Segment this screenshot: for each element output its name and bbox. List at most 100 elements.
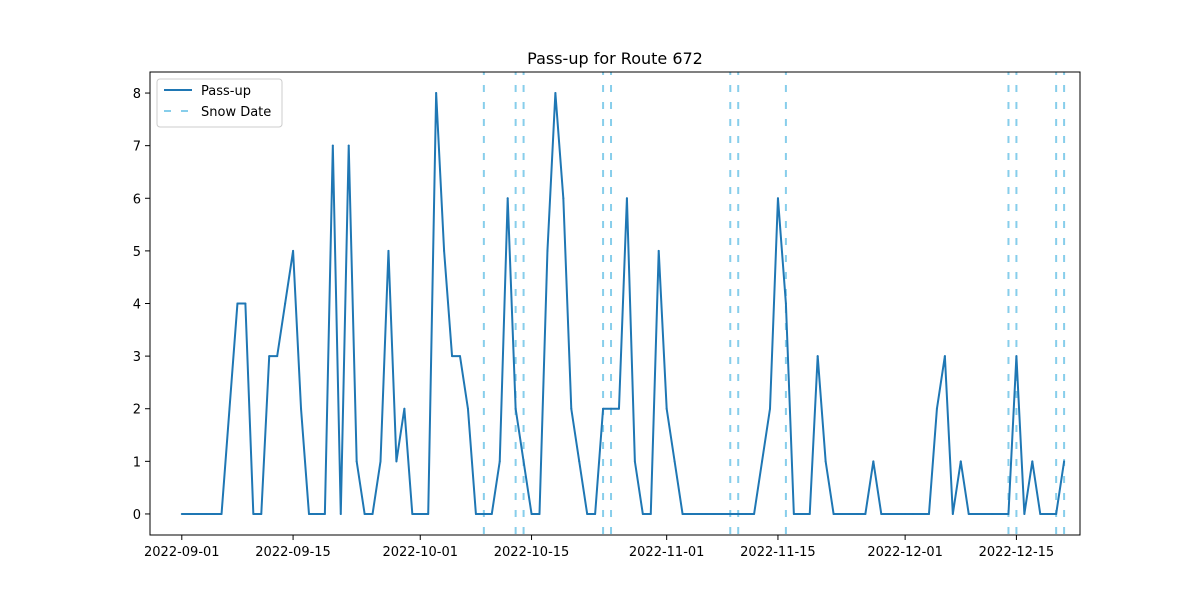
data-point: [387, 249, 390, 252]
data-point: [753, 512, 756, 515]
data-point: [212, 512, 215, 515]
data-point: [816, 355, 819, 358]
data-point: [474, 512, 477, 515]
data-point: [705, 512, 708, 515]
data-point: [840, 512, 843, 515]
data-point: [737, 512, 740, 515]
data-point: [896, 512, 899, 515]
x-tick-label: 2022-12-15: [979, 545, 1055, 560]
data-point: [466, 407, 469, 410]
data-point: [1039, 512, 1042, 515]
data-point: [506, 197, 509, 200]
data-point: [379, 460, 382, 463]
chart-title: Pass-up for Route 672: [527, 49, 703, 68]
data-point: [443, 249, 446, 252]
data-point: [912, 512, 915, 515]
data-point: [530, 512, 533, 515]
data-point: [888, 512, 891, 515]
data-point: [745, 512, 748, 515]
x-axis: 2022-09-01 2022-09-15 2022-10-01 2022-10-15…: [144, 535, 1054, 560]
data-point: [363, 512, 366, 515]
y-tick-label: 3: [133, 350, 141, 365]
data-point: [419, 512, 422, 515]
data-point: [284, 302, 287, 305]
data-point: [1015, 355, 1018, 358]
data-point: [721, 512, 724, 515]
data-point: [808, 512, 811, 515]
data-point: [784, 302, 787, 305]
data-point: [586, 512, 589, 515]
data-point: [315, 512, 318, 515]
data-point: [983, 512, 986, 515]
data-point: [713, 512, 716, 515]
data-point: [188, 512, 191, 515]
data-point: [832, 512, 835, 515]
y-tick-label: 0: [133, 508, 141, 523]
data-point: [395, 460, 398, 463]
data-point: [1023, 512, 1026, 515]
data-point: [252, 512, 255, 515]
data-point: [292, 249, 295, 252]
data-point: [1063, 460, 1066, 463]
data-point: [920, 512, 923, 515]
data-point: [776, 197, 779, 200]
data-point: [403, 407, 406, 410]
data-point: [522, 460, 525, 463]
data-point: [856, 512, 859, 515]
legend: Pass-up Snow Date: [156, 78, 283, 128]
data-point: [307, 512, 310, 515]
data-point: [665, 407, 668, 410]
data-point: [641, 512, 644, 515]
data-point: [1031, 460, 1034, 463]
data-point: [697, 512, 700, 515]
y-tick-label: 8: [133, 87, 141, 102]
data-point: [490, 512, 493, 515]
y-tick-label: 4: [133, 298, 141, 313]
data-point: [260, 512, 263, 515]
x-tick-label: 2022-11-15: [740, 545, 816, 560]
y-tick-label: 6: [133, 192, 141, 207]
data-point: [594, 512, 597, 515]
data-point: [681, 512, 684, 515]
data-point: [459, 355, 461, 358]
y-tick-label: 5: [133, 245, 141, 260]
data-point: [220, 512, 223, 515]
y-tick-label: 7: [133, 140, 141, 155]
y-tick-label: 1: [133, 455, 141, 470]
x-tick-label: 2022-11-01: [629, 545, 705, 560]
data-point: [610, 407, 613, 410]
data-point: [880, 512, 883, 515]
data-point: [927, 512, 930, 515]
data-point: [800, 512, 803, 515]
data-point: [562, 197, 565, 200]
plot-area-frame: [149, 71, 1081, 536]
data-point: [689, 512, 692, 515]
data-point: [435, 92, 438, 95]
legend-label-pass-up: Pass-up: [201, 84, 251, 99]
data-point: [323, 512, 326, 515]
data-point: [864, 512, 867, 515]
data-point: [951, 512, 954, 515]
data-point: [411, 512, 414, 515]
x-tick-label: 2022-09-01: [144, 545, 220, 560]
x-tick-label: 2022-10-15: [494, 545, 570, 560]
data-point: [427, 512, 430, 515]
data-point: [991, 512, 994, 515]
data-point: [482, 512, 485, 515]
data-point: [228, 407, 231, 410]
data-point: [355, 460, 358, 463]
data-point: [904, 512, 907, 515]
x-tick-label: 2022-10-01: [382, 545, 458, 560]
data-point: [633, 460, 636, 463]
y-axis: 0 1 2 3 4 5 6 7 8: [133, 87, 150, 523]
data-point: [625, 197, 628, 200]
data-point: [498, 460, 501, 463]
data-point: [204, 512, 207, 515]
data-point: [959, 460, 962, 463]
data-point: [347, 144, 350, 147]
legend-label-snow-date: Snow Date: [201, 105, 271, 120]
series-layer: [180, 92, 1066, 515]
data-point: [673, 460, 676, 463]
